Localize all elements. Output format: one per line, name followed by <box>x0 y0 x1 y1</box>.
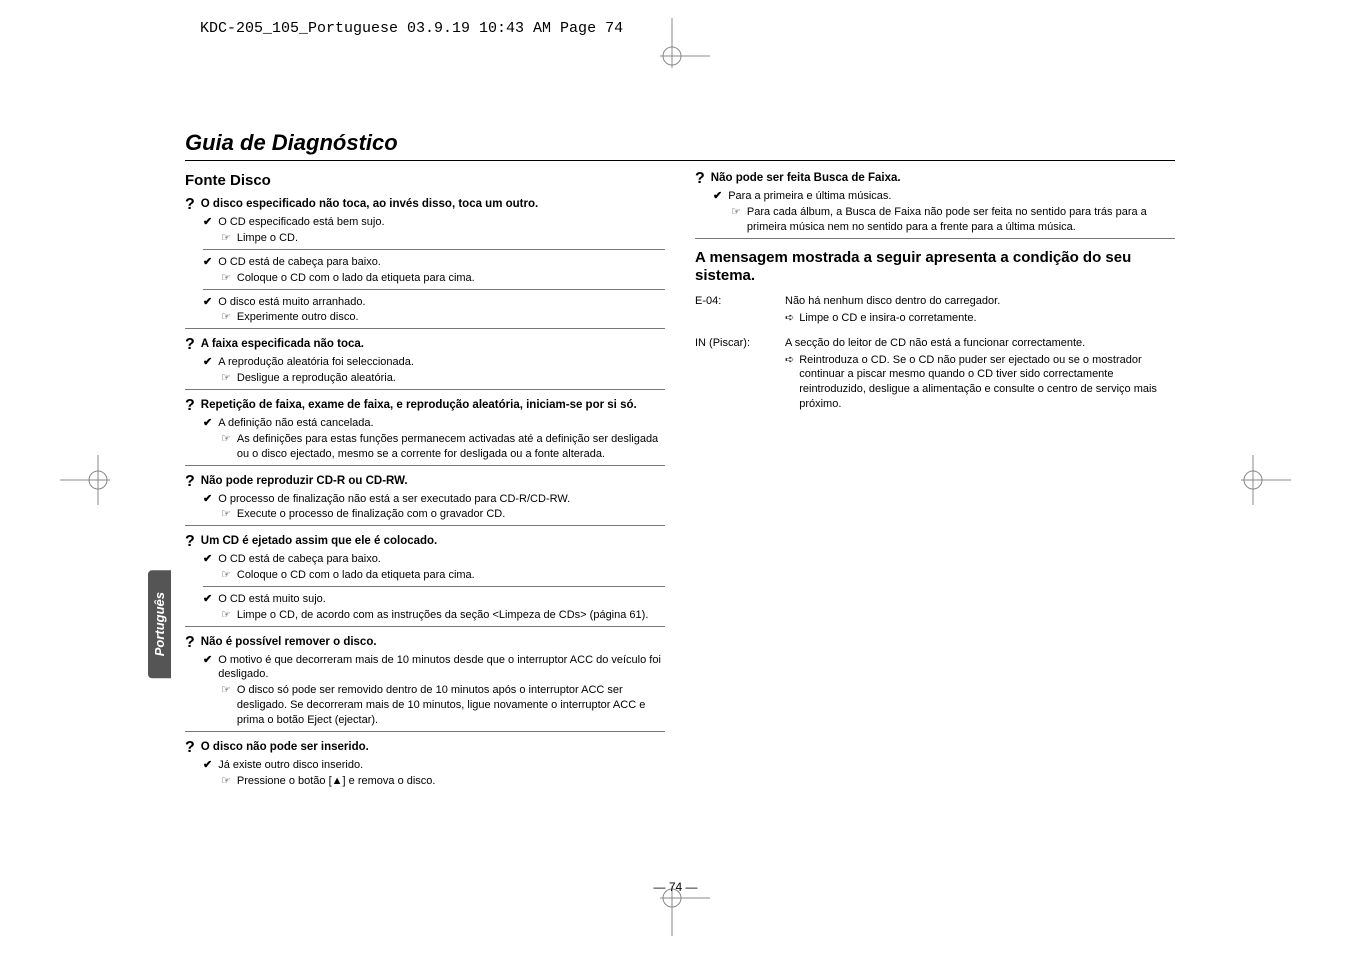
question-icon: ? <box>185 197 195 213</box>
cause-text: O disco está muito arranhado. <box>218 295 365 310</box>
cause-text: O motivo é que decorreram mais de 10 min… <box>218 653 665 683</box>
cause-text: A definição não está cancelada. <box>218 416 373 431</box>
remedy-text: Limpe o CD, de acordo com as instruções … <box>237 608 649 623</box>
arrow-icon: ➪ <box>785 311 794 326</box>
left-column: Fonte Disco ? O disco especificado não to… <box>185 171 665 797</box>
check-icon: ✔ <box>203 592 212 607</box>
cause-text: O CD está de cabeça para baixo. <box>218 255 381 270</box>
right-column: ? Não pode ser feita Busca de Faixa. ✔ Par… <box>695 171 1175 797</box>
remedy-text: Limpe o CD. <box>237 231 298 246</box>
question-icon: ? <box>185 740 195 756</box>
error-code: IN (Piscar): <box>695 336 785 412</box>
remedy-text: Pressione o botão [▲] e remova o disco. <box>237 774 436 789</box>
check-icon: ✔ <box>203 215 212 230</box>
crop-mark-left <box>60 455 110 505</box>
remedy-text: Coloque o CD com o lado da etiqueta para… <box>237 568 475 583</box>
question-text: Não pode reproduzir CD-R ou CD-RW. <box>201 474 408 490</box>
remedy-text: Execute o processo de finalização com o … <box>237 507 505 522</box>
check-icon: ✔ <box>713 189 722 204</box>
question-text: A faixa especificada não toca. <box>201 337 364 353</box>
message-heading: A mensagem mostrada a seguir apresenta a… <box>695 249 1175 287</box>
check-icon: ✔ <box>203 255 212 270</box>
remedy-text: Coloque o CD com o lado da etiqueta para… <box>237 271 475 286</box>
remedy-text: Desligue a reprodução aleatória. <box>237 371 396 386</box>
question-text: O disco não pode ser inserido. <box>201 740 369 756</box>
cause-text: O CD está de cabeça para baixo. <box>218 552 381 567</box>
question-icon: ? <box>695 171 705 187</box>
question-icon: ? <box>185 398 195 414</box>
section-heading: Fonte Disco <box>185 171 665 191</box>
page-content: Guia de Diagnóstico Fonte Disco ? O disco… <box>185 130 1175 797</box>
cause-text: Já existe outro disco inserido. <box>218 758 363 773</box>
remedy-text: As definições para estas funções permane… <box>237 432 665 462</box>
check-icon: ✔ <box>203 758 212 773</box>
pointer-icon: ☞ <box>221 608 231 623</box>
question-icon: ? <box>185 534 195 550</box>
page-number: — 74 — <box>0 880 1351 894</box>
pointer-icon: ☞ <box>221 568 231 583</box>
crop-mark-top <box>660 18 710 68</box>
pointer-icon: ☞ <box>221 774 231 789</box>
check-icon: ✔ <box>203 355 212 370</box>
pointer-icon: ☞ <box>221 310 231 325</box>
error-description: Não há nenhum disco dentro do carregador… <box>785 294 1175 309</box>
check-icon: ✔ <box>203 295 212 310</box>
question-text: Um CD é ejetado assim que ele é colocado… <box>201 534 437 550</box>
print-header: KDC-205_105_Portuguese 03.9.19 10:43 AM … <box>200 20 623 37</box>
cause-text: O CD está muito sujo. <box>218 592 326 607</box>
question-icon: ? <box>185 474 195 490</box>
question-icon: ? <box>185 337 195 353</box>
question-text: Não pode ser feita Busca de Faixa. <box>711 171 901 187</box>
language-tab: Português <box>148 570 171 678</box>
pointer-icon: ☞ <box>221 371 231 386</box>
check-icon: ✔ <box>203 653 212 683</box>
error-description: A secção do leitor de CD não está a func… <box>785 336 1175 351</box>
cause-text: O processo de finalização não está a ser… <box>218 492 570 507</box>
pointer-icon: ☞ <box>221 231 231 246</box>
cause-text: Para a primeira e última músicas. <box>728 189 891 204</box>
check-icon: ✔ <box>203 416 212 431</box>
pointer-icon: ☞ <box>221 432 231 462</box>
question-text: Repetição de faixa, exame de faixa, e re… <box>201 398 637 414</box>
question-text: Não é possível remover o disco. <box>201 635 377 651</box>
error-action: Reintroduza o CD. Se o CD não puder ser … <box>799 353 1175 412</box>
question-text: O disco especificado não toca, ao invés … <box>201 197 538 213</box>
remedy-text: Experimente outro disco. <box>237 310 359 325</box>
pointer-icon: ☞ <box>221 271 231 286</box>
cause-text: O CD especificado está bem sujo. <box>218 215 384 230</box>
question-icon: ? <box>185 635 195 651</box>
check-icon: ✔ <box>203 552 212 567</box>
page-title: Guia de Diagnóstico <box>185 130 1175 161</box>
pointer-icon: ☞ <box>221 507 231 522</box>
arrow-icon: ➪ <box>785 353 794 412</box>
remedy-text: O disco só pode ser removido dentro de 1… <box>237 683 665 728</box>
pointer-icon: ☞ <box>731 205 741 235</box>
crop-mark-right <box>1241 455 1291 505</box>
remedy-text: Para cada álbum, a Busca de Faixa não po… <box>747 205 1175 235</box>
error-action: Limpe o CD e insira-o corretamente. <box>799 311 976 326</box>
check-icon: ✔ <box>203 492 212 507</box>
pointer-icon: ☞ <box>221 683 231 728</box>
cause-text: A reprodução aleatória foi seleccionada. <box>218 355 414 370</box>
error-code: E-04: <box>695 294 785 326</box>
